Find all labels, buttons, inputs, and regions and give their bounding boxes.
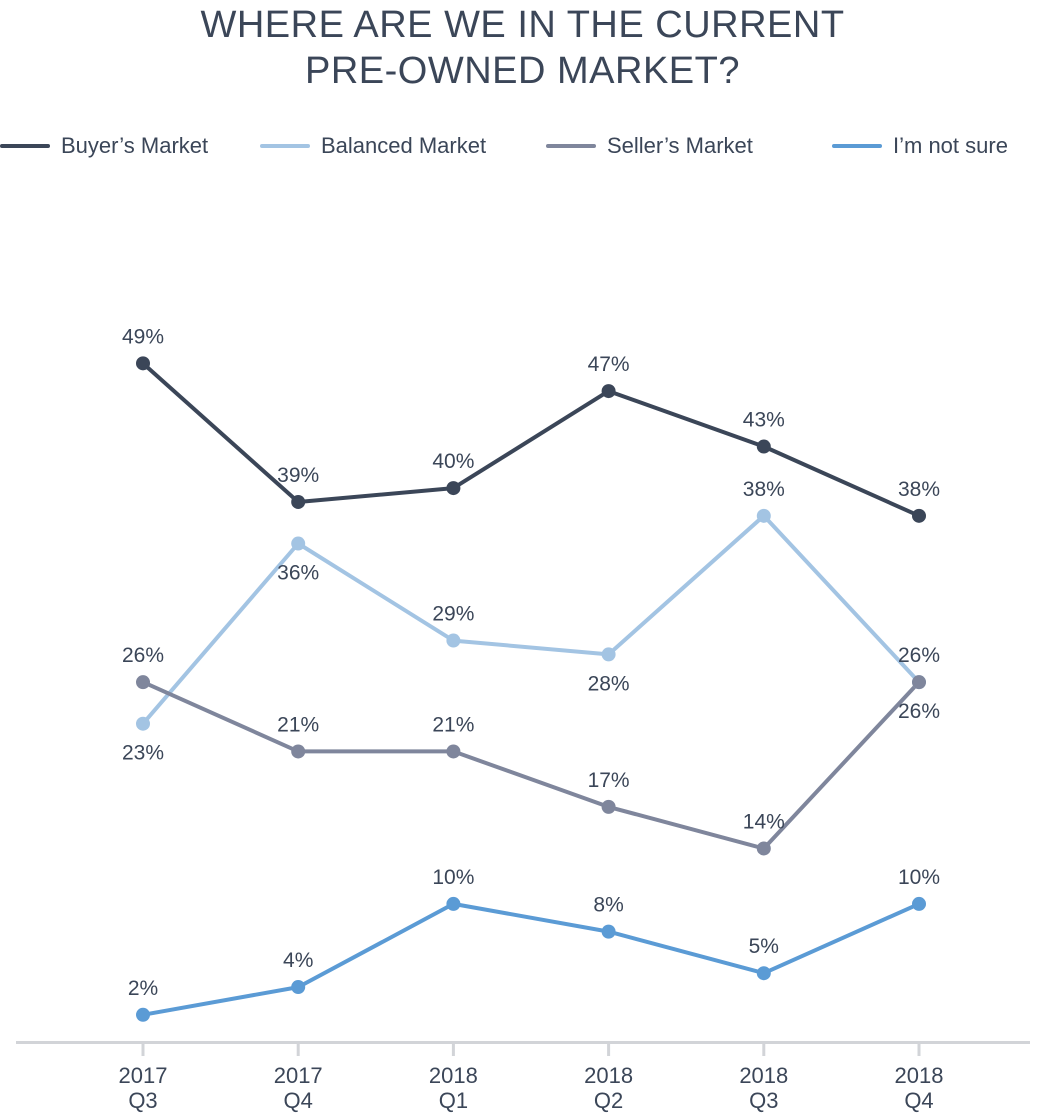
data-point-seller-s-market [756,841,771,856]
data-point-i-m-not-sure [291,980,306,995]
data-point-buyer-s-market [446,481,461,496]
series-line-buyer-s-market [141,361,921,518]
x-tick-label-year: 2018 [739,1063,788,1088]
legend-item-balanced-market: Balanced Market [260,133,486,158]
x-tick-label-quarter: Q1 [439,1088,468,1113]
data-label-buyer-s-market: 39% [277,464,319,487]
legend-item-seller-s-market: Seller’s Market [546,133,753,158]
data-point-balanced-market [136,716,150,731]
data-point-seller-s-market [912,675,926,690]
data-point-seller-s-market [291,744,306,759]
data-label-balanced-market: 29% [432,603,474,626]
data-label-i-m-not-sure: 4% [283,949,313,972]
data-point-buyer-s-market [136,356,150,371]
data-label-seller-s-market: 14% [743,810,785,833]
data-label-i-m-not-sure: 10% [432,866,474,889]
x-tick-label-quarter: Q4 [284,1088,313,1113]
data-label-i-m-not-sure: 10% [898,866,940,889]
data-labels: 49% 39% 40% 47% 43% 38% 23% 36% 29% 28% 38% 26% 26% 2… [122,325,940,999]
series-line-i-m-not-sure [141,901,921,1017]
legend-label-i-m-not-sure: I’m not sure [893,133,1008,158]
data-point-buyer-s-market [291,494,306,509]
data-point-seller-s-market [601,799,616,814]
data-label-i-m-not-sure: 2% [128,977,158,1000]
data-label-seller-s-market: 21% [277,713,319,736]
data-point-buyer-s-market [756,439,771,454]
data-point-seller-s-market [446,744,461,759]
data-label-balanced-market: 26% [898,644,940,667]
x-tick-label-quarter: Q3 [128,1088,157,1113]
series-points [136,356,926,1022]
x-tick-label-year: 2018 [895,1063,944,1088]
series-line-balanced-market [141,513,921,726]
data-label-balanced-market: 38% [743,478,785,501]
data-point-balanced-market [446,633,461,648]
data-point-balanced-market [601,647,616,662]
data-point-buyer-s-market [912,508,926,523]
data-label-buyer-s-market: 49% [122,325,164,348]
data-point-i-m-not-sure [756,966,771,981]
data-label-seller-s-market: 21% [432,713,474,736]
chart-title-line-2: PRE-OWNED MARKET? [305,50,740,92]
legend: Buyer’s Market Balanced Market Seller’s Ma… [0,133,1008,158]
data-point-i-m-not-sure [912,896,926,911]
x-tick-label-year: 2018 [584,1063,633,1088]
x-tick-label-quarter: Q3 [749,1088,778,1113]
data-label-i-m-not-sure: 5% [749,935,779,958]
x-tick-label-quarter: Q2 [594,1088,623,1113]
data-label-buyer-s-market: 47% [588,353,630,376]
data-point-i-m-not-sure [601,924,616,939]
data-label-buyer-s-market: 38% [898,478,940,501]
data-label-seller-s-market: 26% [898,700,940,723]
data-label-balanced-market: 28% [588,672,630,695]
chart-title: WHERE ARE WE IN THE CURRENT PRE-OWNED MA… [0,0,1045,94]
data-label-seller-s-market: 17% [588,769,630,792]
data-point-i-m-not-sure [136,1007,150,1022]
legend-label-seller-s-market: Seller’s Market [607,133,753,158]
data-label-buyer-s-market: 43% [743,409,785,432]
data-point-i-m-not-sure [446,896,461,911]
data-label-balanced-market: 23% [122,742,164,765]
x-tick-label-year: 2018 [429,1063,478,1088]
data-label-balanced-market: 36% [277,562,319,585]
data-label-seller-s-market: 26% [122,644,164,667]
legend-item-i-m-not-sure: I’m not sure [832,133,1008,158]
data-label-i-m-not-sure: 8% [593,894,623,917]
legend-label-buyer-s-market: Buyer’s Market [61,133,208,158]
data-point-balanced-market [291,536,306,551]
legend-label-balanced-market: Balanced Market [321,133,486,158]
data-point-buyer-s-market [601,384,616,399]
data-label-buyer-s-market: 40% [432,450,474,473]
series-line-seller-s-market [141,680,921,851]
series-lines [141,361,921,1017]
x-tick-label-year: 2017 [274,1063,323,1088]
x-tick-label-year: 2017 [119,1063,168,1088]
data-point-balanced-market [756,508,771,523]
legend-item-buyer-s-market: Buyer’s Market [0,133,208,158]
chart-title-line-1: WHERE ARE WE IN THE CURRENT [200,4,845,46]
data-point-seller-s-market [136,675,150,690]
x-tick-label-quarter: Q4 [904,1088,933,1113]
